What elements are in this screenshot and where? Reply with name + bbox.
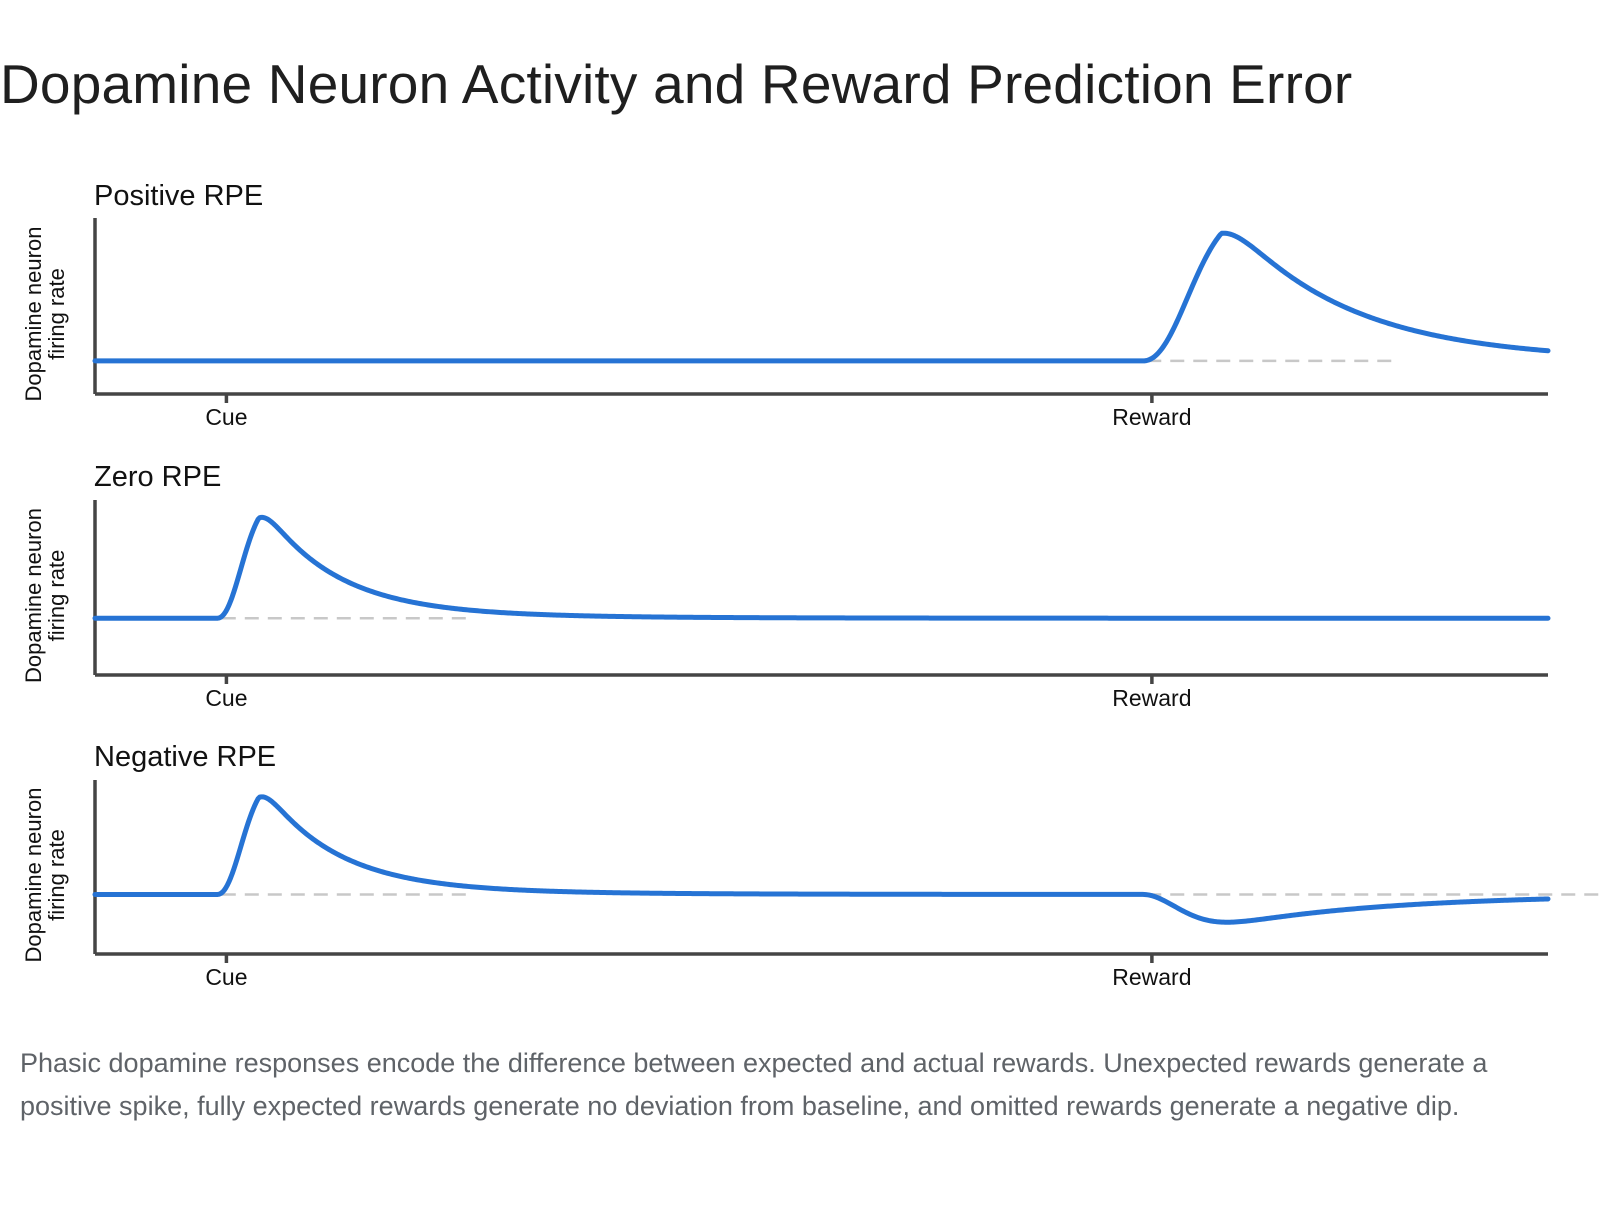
y-axis-label: Dopamine neuronfiring rate [21,227,69,402]
x-tick-label-reward: Reward [1112,964,1191,990]
x-tick-label-cue: Cue [205,404,247,430]
panel-title: Negative RPE [94,741,276,773]
x-tick-label-cue: Cue [205,964,247,990]
y-axis-label-line: firing rate [44,268,69,360]
y-axis-label: Dopamine neuronfiring rate [21,508,69,683]
firing-rate-line [92,230,1551,364]
y-axis-label-line: Dopamine neuron [21,227,46,402]
figure-caption: Phasic dopamine responses encode the dif… [20,1048,1488,1121]
y-axis-label: Dopamine neuronfiring rate [21,788,69,963]
panel-3: Negative RPE Dopamine neuronfiring rate Cu… [21,741,1600,990]
panel-title: Zero RPE [94,461,221,493]
panel-title: Positive RPE [94,180,263,212]
page-title: Dopamine Neuron Activity and Reward Pred… [0,53,1353,115]
x-tick-label-reward: Reward [1112,685,1191,711]
y-axis-label-line: firing rate [44,829,69,921]
firing-rate-line [92,514,1551,621]
y-axis-label-line: firing rate [44,550,69,642]
x-tick-label-reward: Reward [1112,404,1191,430]
panel-1: Positive RPE Dopamine neuronfiring rate Cu… [21,180,1551,430]
firing-rate-line [92,794,1551,925]
panel-2: Zero RPE Dopamine neuronfiring rate Cue Rew… [21,461,1551,711]
x-tick-label-cue: Cue [205,685,247,711]
y-axis-label-line: Dopamine neuron [21,788,46,963]
y-axis-label-line: Dopamine neuron [21,508,46,683]
